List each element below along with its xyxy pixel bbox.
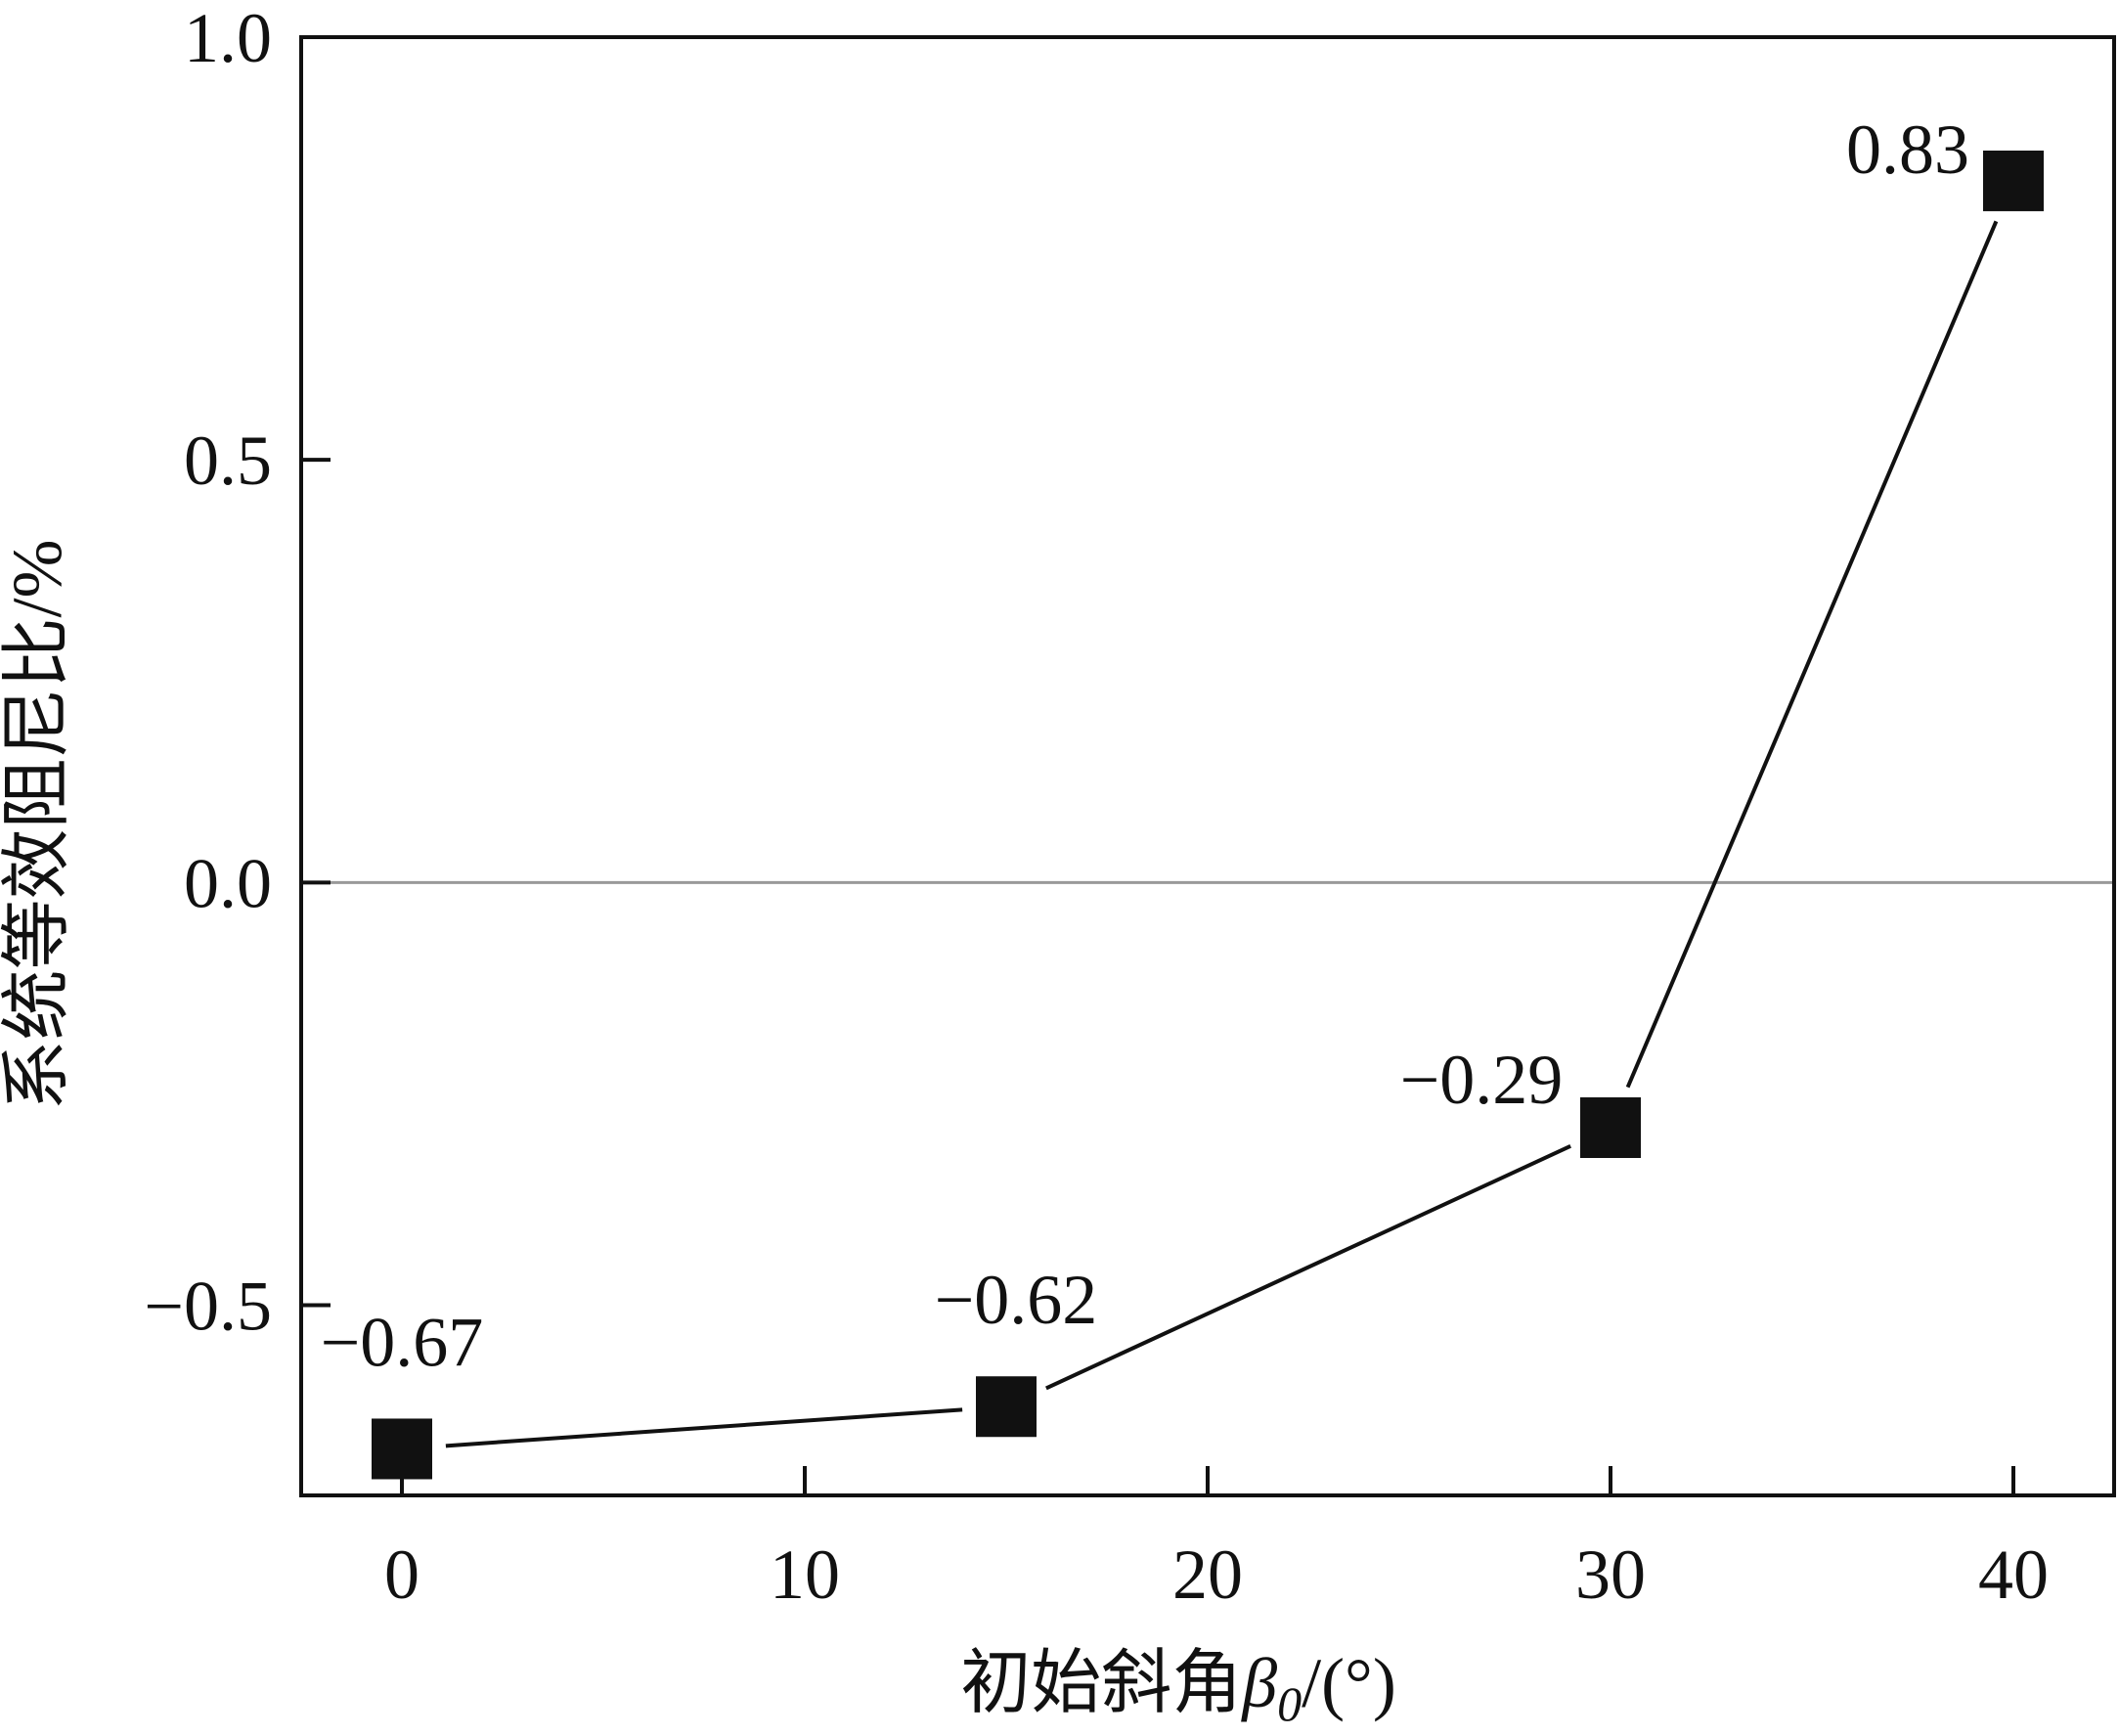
data-point-marker xyxy=(976,1376,1037,1438)
y-axis-label: 系统等效阻尼比/% xyxy=(0,540,76,1111)
data-labels: −0.67 −0.62 −0.29 0.83 xyxy=(321,111,1969,1382)
series-line-segment xyxy=(1625,220,1999,1089)
markers xyxy=(372,150,2044,1480)
series-line-segment xyxy=(445,1407,963,1448)
x-tick-label: 40 xyxy=(1978,1536,2049,1614)
data-point-marker xyxy=(1983,150,2044,211)
axis-ticks xyxy=(301,35,2015,1495)
series-layer xyxy=(445,220,1999,1448)
y-tick-label: 0.0 xyxy=(184,844,272,922)
data-value-label: −0.29 xyxy=(1400,1041,1564,1119)
x-axis-label-subscript: 0 xyxy=(1277,1676,1302,1731)
x-tick-label: 0 xyxy=(384,1536,419,1614)
x-tick-label: 30 xyxy=(1575,1536,1646,1614)
x-axis-label: 初始斜角β0/(°) xyxy=(960,1644,1396,1731)
data-value-label: −0.67 xyxy=(321,1303,484,1381)
y-tick-label: 1.0 xyxy=(184,0,272,77)
data-point-marker xyxy=(1580,1097,1641,1159)
x-tick-label: 20 xyxy=(1172,1536,1243,1614)
x-axis-label-text: 初始斜角 xyxy=(960,1644,1242,1722)
y-tick-label: −0.5 xyxy=(144,1268,272,1346)
x-axis-label-unit: /(°) xyxy=(1302,1644,1396,1722)
series-line-segment xyxy=(1045,1144,1571,1391)
tick-labels: 0 10 20 30 40 1.0 0.5 0.0 −0.5 xyxy=(144,0,2049,1614)
data-point-marker xyxy=(372,1418,432,1480)
data-value-label: −0.62 xyxy=(935,1261,1098,1339)
plot-frame xyxy=(299,35,2116,1497)
x-axis-label-symbol: β xyxy=(1240,1644,1277,1722)
x-tick-label: 10 xyxy=(770,1536,840,1614)
y-tick-label: 0.5 xyxy=(184,422,272,500)
data-value-label: 0.83 xyxy=(1846,111,1969,189)
